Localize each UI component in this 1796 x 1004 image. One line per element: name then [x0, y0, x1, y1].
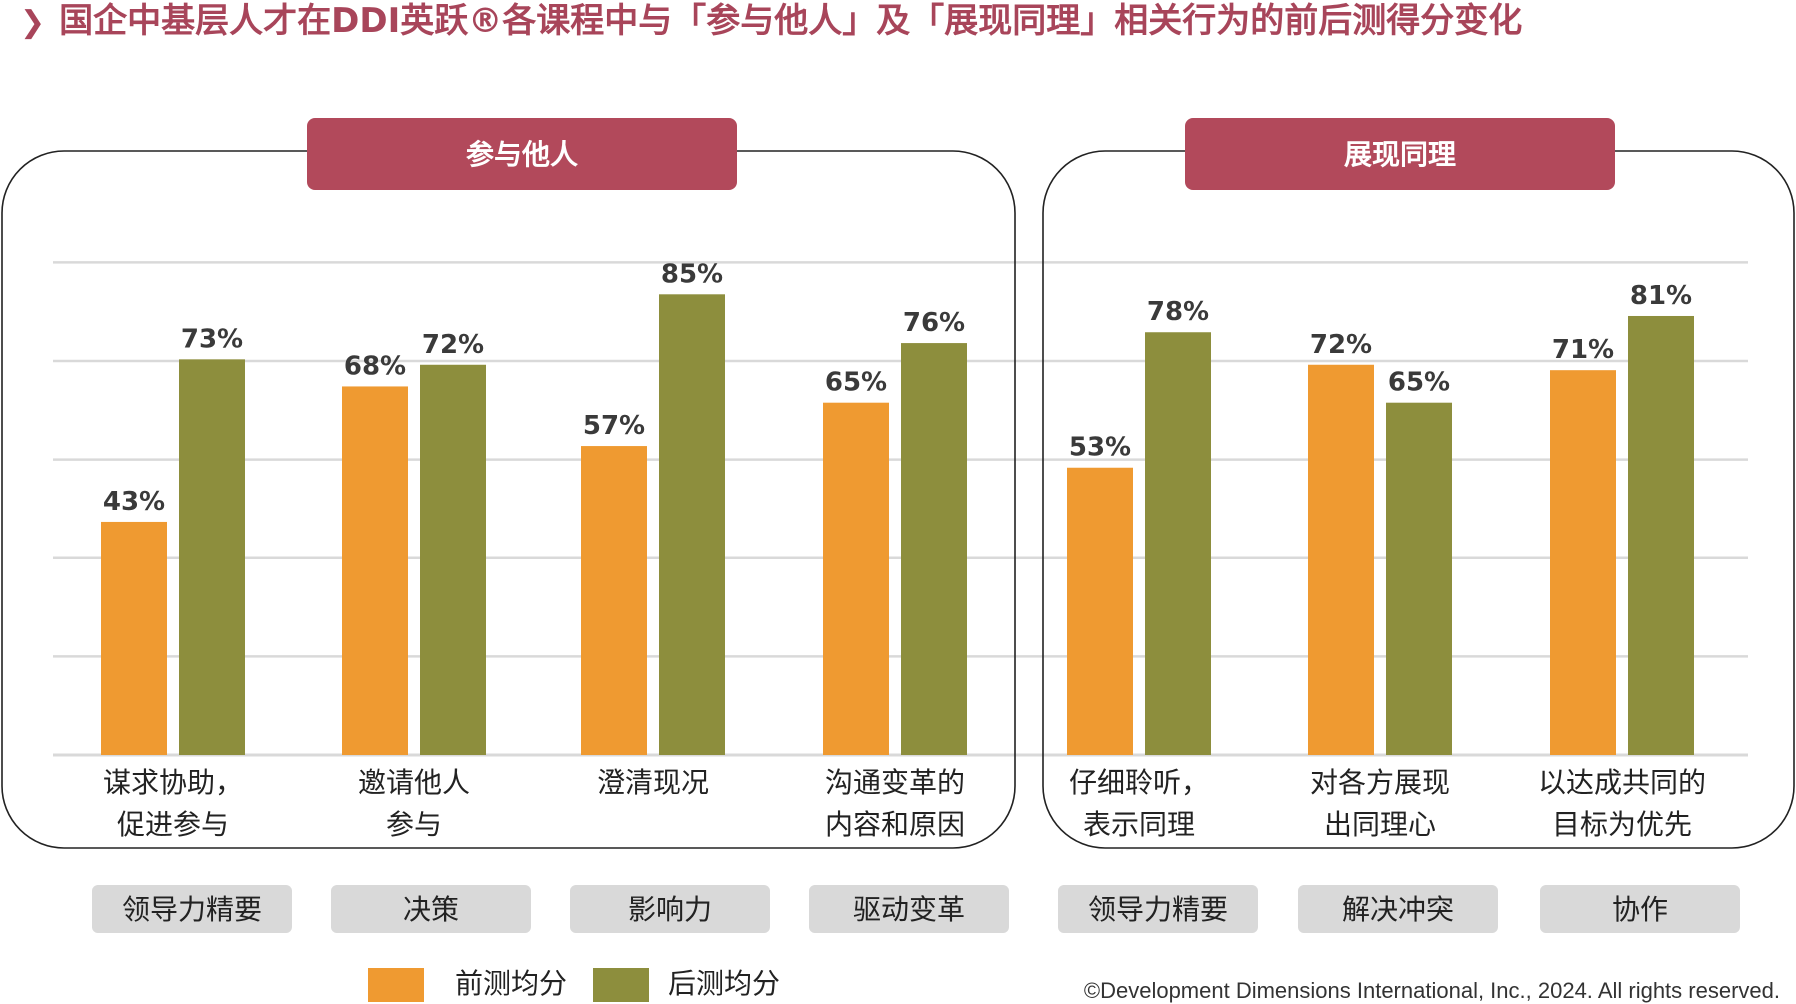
data-label-pre: 53% — [1069, 433, 1131, 463]
legend-label-post: 后测均分 — [668, 967, 780, 1000]
category-label: 促进参与 — [117, 808, 229, 841]
category-label: 表示同理 — [1083, 808, 1195, 841]
group-header-box — [1185, 118, 1615, 190]
data-label-post: 76% — [903, 308, 965, 338]
bar-post — [1386, 402, 1452, 755]
group-header-label: 参与他人 — [466, 138, 578, 171]
legend-swatch-pre — [368, 968, 424, 1002]
category-label: 谋求协助， — [103, 766, 243, 799]
data-label-post: 72% — [422, 330, 484, 360]
course-label: 领导力精要 — [1088, 893, 1228, 926]
course-label: 解决冲突 — [1342, 893, 1454, 926]
bar-pre — [823, 402, 889, 755]
course-label: 影响力 — [628, 893, 712, 926]
category-label: 参与 — [386, 808, 442, 841]
chart-title: ❯ 国企中基层人才在DDI英跃®各课程中与「参与他人」及「展现同理」相关行为的前后… — [20, 0, 1522, 42]
data-label-post: 65% — [1388, 368, 1450, 398]
course-label: 领导力精要 — [122, 893, 262, 926]
bar-pre — [1067, 467, 1133, 755]
data-label-pre: 71% — [1552, 335, 1614, 365]
legend-label-pre: 前测均分 — [455, 967, 567, 1000]
bar-pre — [342, 386, 408, 755]
data-label-post: 85% — [661, 259, 723, 289]
course-label: 决策 — [403, 893, 459, 926]
course-box — [92, 885, 292, 933]
course-box — [1540, 885, 1740, 933]
course-box — [570, 885, 770, 933]
course-box — [1298, 885, 1498, 933]
category-label: 澄清现况 — [597, 766, 709, 799]
copyright-text: ©Development Dimensions International, I… — [1083, 978, 1780, 1003]
bar-post — [659, 294, 725, 755]
bar-pre — [581, 446, 647, 755]
category-label: 对各方展现 — [1310, 766, 1450, 799]
group-header-label: 展现同理 — [1344, 138, 1456, 171]
category-label: 仔细聆听， — [1069, 766, 1209, 799]
category-label: 目标为优先 — [1552, 808, 1692, 841]
bar-post — [420, 364, 486, 755]
course-box — [1058, 885, 1258, 933]
bar-post — [179, 359, 245, 755]
legend-swatch-post — [593, 968, 649, 1002]
chart-title-text: 国企中基层人才在DDI英跃®各课程中与「参与他人」及「展现同理」相关行为的前后测… — [59, 1, 1523, 41]
category-label: 内容和原因 — [825, 808, 965, 841]
data-label-post: 78% — [1147, 297, 1209, 327]
course-label: 驱动变革 — [853, 893, 965, 926]
data-label-pre: 68% — [344, 351, 406, 381]
data-label-post: 81% — [1630, 281, 1692, 311]
course-box — [809, 885, 1009, 933]
bar-pre — [101, 521, 167, 755]
data-label-pre: 72% — [1310, 330, 1372, 360]
category-label: 出同理心 — [1324, 808, 1436, 841]
course-label: 协作 — [1612, 893, 1668, 926]
group-header-box — [307, 118, 737, 190]
bar-post — [1628, 315, 1694, 755]
category-label: 以达成共同的 — [1538, 766, 1706, 799]
data-label-pre: 65% — [825, 368, 887, 398]
bar-post — [1145, 332, 1211, 755]
data-label-post: 73% — [181, 324, 243, 354]
chevron-right-icon: ❯ — [20, 5, 46, 40]
course-box — [331, 885, 531, 933]
bar-pre — [1550, 370, 1616, 755]
bar-post — [901, 343, 967, 755]
data-label-pre: 43% — [103, 487, 165, 517]
category-label: 邀请他人 — [358, 766, 470, 799]
data-label-pre: 57% — [583, 411, 645, 441]
bar-pre — [1308, 364, 1374, 755]
category-label: 沟通变革的 — [825, 766, 965, 799]
